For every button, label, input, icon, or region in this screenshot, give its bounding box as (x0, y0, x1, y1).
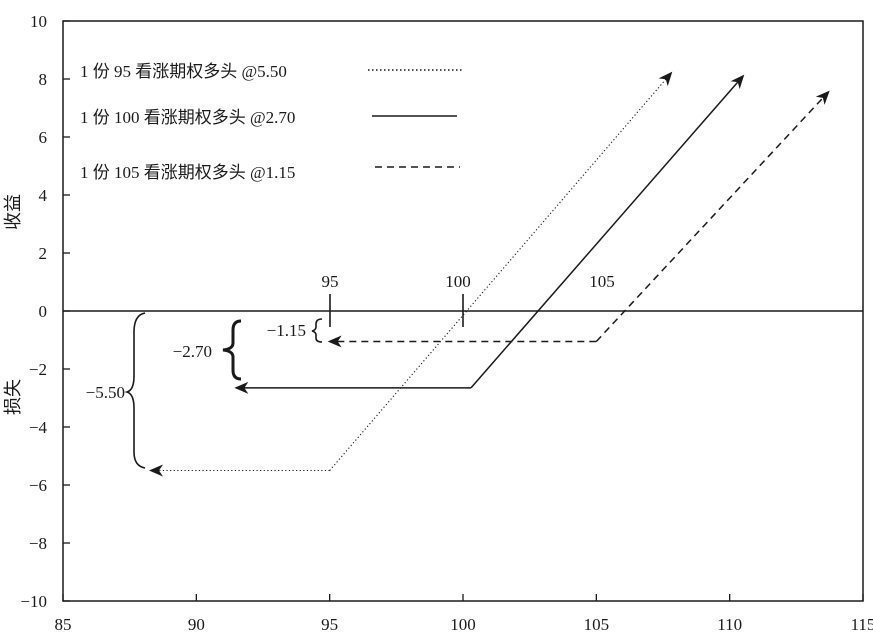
y-tick-label: 4 (39, 186, 48, 205)
legend-entry-100-call: 1 份 100 看涨期权多头 @2.70 (80, 108, 295, 127)
strike-markers: 95 100 105 (322, 272, 615, 327)
y-tick-label: 6 (39, 128, 48, 147)
series-solid-rising-arrow (470, 74, 745, 389)
x-tick-label: 105 (584, 615, 610, 634)
x-axis-ticks: 85 90 95 100 105 110 115 (55, 594, 873, 634)
y-tick-label: −8 (29, 534, 47, 553)
strike-label-95: 95 (322, 272, 339, 291)
y-axis-label-gain: 收益 (3, 194, 23, 230)
strike-label-100: 100 (445, 272, 471, 291)
y-tick-label: 2 (39, 244, 48, 263)
y-tick-label: 0 (39, 302, 48, 321)
y-axis-ticks: 10 8 6 4 2 0 −2 −4 −6 −8 −10 (20, 12, 70, 611)
x-tick-label: 110 (717, 615, 742, 634)
annotation-premium-95: −5.50 (86, 383, 125, 402)
annotation-premium-105: −1.15 (267, 321, 306, 340)
x-tick-label: 100 (450, 615, 476, 634)
y-tick-label: 8 (39, 70, 48, 89)
y-axis-label-loss: 损失 (3, 379, 23, 415)
y-tick-label: −10 (20, 592, 47, 611)
y-tick-label: −4 (29, 418, 48, 437)
brace-premium-100 (222, 319, 242, 381)
legend-entry-95-call: 1 份 95 看涨期权多头 @5.50 (80, 62, 287, 81)
legend-entry-105-call: 1 份 105 看涨期权多头 @1.15 (80, 163, 295, 182)
y-tick-label: −2 (29, 360, 47, 379)
x-tick-label: 85 (55, 615, 72, 634)
y-tick-label: −6 (29, 476, 47, 495)
premium-annotations: −1.15 −2.70 −5.50 (86, 312, 323, 469)
series-dashed-rising-arrow (595, 90, 830, 342)
x-tick-label: 90 (188, 615, 205, 634)
x-tick-label: 115 (851, 615, 873, 634)
brace-premium-95 (124, 312, 146, 469)
brace-premium-105 (311, 318, 323, 343)
x-tick-label: 95 (321, 615, 338, 634)
payoff-series (149, 71, 830, 477)
y-tick-label: 10 (30, 12, 47, 31)
legend: 1 份 95 看涨期权多头 @5.50 1 份 100 看涨期权多头 @2.70… (80, 62, 464, 182)
series-dotted-rising-arrow (329, 71, 673, 471)
strike-label-105: 105 (589, 272, 615, 291)
annotation-premium-100: −2.70 (173, 342, 212, 361)
